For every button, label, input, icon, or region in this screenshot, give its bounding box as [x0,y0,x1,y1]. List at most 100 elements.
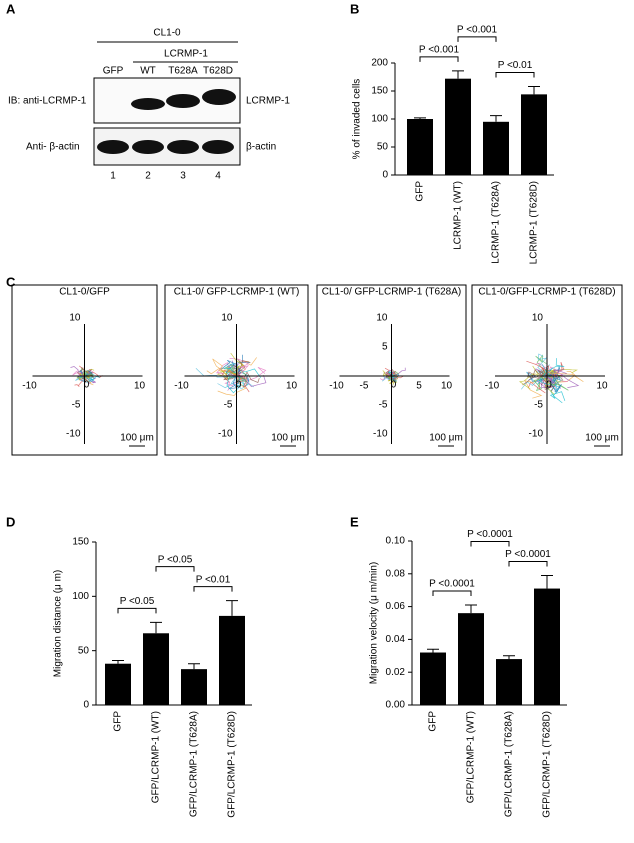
lane-label: T628D [203,66,233,77]
y-tick-label: 0.04 [386,634,406,645]
significance-label: P <0.0001 [505,549,551,560]
y-tick-label: -10 [218,429,233,440]
bar [407,119,433,175]
plot-frame [11,284,158,456]
x-tick-label: 10 [286,381,298,392]
y-tick-label: 0.00 [386,700,406,711]
plot-title: CL1-0/ GFP-LCRMP-1 (WT) [174,287,300,298]
y-tick-label: 50 [377,142,389,153]
x-tick-label: -10 [329,381,344,392]
x-tick-label: 10 [134,381,146,392]
scale-bar-label: 100 μm [429,433,463,444]
error-bar [414,117,426,119]
y-tick-label: 0.10 [386,536,406,547]
plot-frame [164,284,309,456]
significance-label: P <0.0001 [429,579,475,590]
x-tick-label: -5 [360,381,369,392]
significance-bracket [470,540,510,547]
y-tick-label: 10 [221,313,233,324]
x-tick-label: 5 [416,381,422,392]
band [97,140,129,154]
significance-bracket [432,590,472,596]
origin-label: 0 [236,380,242,391]
scale-bar-label: 100 μm [120,433,154,444]
trajectory [538,358,565,382]
lane-label: T628A [168,66,198,77]
panel-label: B [350,1,359,16]
error-bar [490,115,502,122]
significance-bracket [457,36,497,42]
bar [420,652,446,705]
trajectory [236,357,257,377]
significance-label: P <0.0001 [467,529,513,540]
y-tick-label: 100 [371,114,388,125]
x-tick-label: GFP [428,711,439,732]
trajectory [389,373,399,379]
x-tick-label: GFP [113,711,124,732]
trajectory [391,374,397,382]
y-tick-label: -5 [534,400,543,411]
y-tick-label: 100 [72,591,89,602]
band [166,94,200,108]
bar [521,94,547,175]
band [132,140,164,154]
y-tick-label: 50 [78,645,90,656]
row-label: LCRMP-1 [246,96,290,107]
lane-number: 2 [145,171,151,182]
origin-label: 0 [546,380,552,391]
bar [219,615,245,705]
trajectory [236,375,267,387]
bar [105,663,131,705]
band [167,140,199,154]
significance-label: P <0.05 [120,596,155,607]
bar [534,588,560,705]
y-tick-label: 10 [376,313,388,324]
lane-label: GFP [103,66,124,77]
x-tick-label: 10 [441,381,453,392]
trajectory [388,375,396,383]
lane-number: 4 [215,171,221,182]
trajectory [70,366,85,377]
trajectory [533,375,548,392]
trajectory [542,366,568,382]
x-tick-label: LCRMP-1 (T628A) [491,181,502,264]
y-axis-title: Migration distance (μ m) [53,570,64,677]
error-bar [150,621,162,634]
bar [496,659,522,705]
y-tick-label: -10 [373,429,388,440]
significance-label: P <0.001 [457,24,498,35]
y-tick-label: -5 [224,400,233,411]
y-tick-label: 10 [69,313,81,324]
significance-bracket [508,560,548,567]
band [202,89,236,105]
trajectory [546,374,562,393]
error-bar [112,659,124,664]
y-tick-label: 0.02 [386,667,406,678]
x-tick-label: GFP [415,181,426,202]
bar [483,121,509,175]
plot-title: CL1-0/GFP-LCRMP-1 (T628D) [478,287,615,298]
error-bar [188,663,200,670]
x-tick-label: -10 [174,381,189,392]
row-label: β-actin [246,142,276,153]
trajectory [228,375,241,390]
x-tick-label: GFP/LCRMP-1 (T628D) [227,711,238,818]
significance-bracket [495,72,535,78]
y-tick-label: -10 [529,429,544,440]
x-tick-label: LCRMP-1 (WT) [453,181,464,250]
significance-bracket [155,566,195,572]
y-tick-label: -5 [379,400,388,411]
panel-label: C [6,274,16,289]
significance-bracket [193,586,233,592]
trajectory [546,369,584,382]
x-tick-label: -10 [22,381,37,392]
trajectory [542,375,556,388]
scale-bar-label: 100 μm [585,433,619,444]
y-axis-title: % of invaded cells [352,79,363,160]
significance-label: P <0.01 [196,574,231,585]
bar [458,613,484,705]
y-tick-label: 0.08 [386,568,406,579]
trajectory [223,360,251,381]
trajectory [212,358,237,377]
